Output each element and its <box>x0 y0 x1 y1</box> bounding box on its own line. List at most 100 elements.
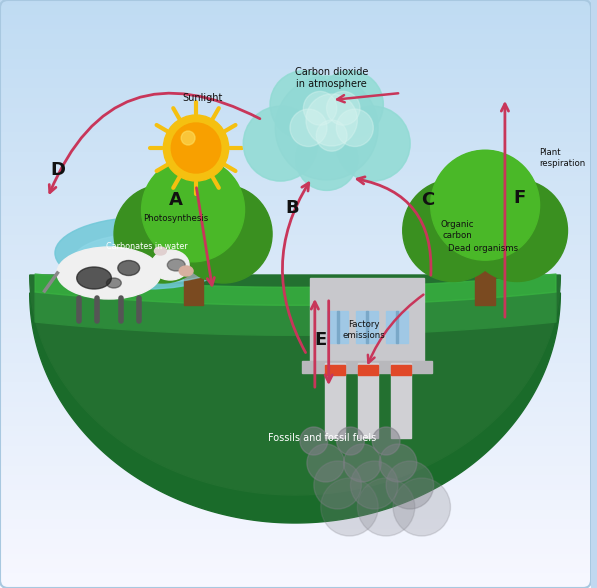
Circle shape <box>141 158 245 262</box>
Bar <box>0 152 591 157</box>
Bar <box>0 49 591 54</box>
Bar <box>0 323 591 328</box>
Bar <box>0 147 591 152</box>
Circle shape <box>358 478 415 536</box>
Bar <box>0 196 591 201</box>
Circle shape <box>175 185 272 283</box>
Text: E: E <box>315 331 327 349</box>
Bar <box>386 311 408 343</box>
Bar <box>0 176 591 181</box>
Bar <box>0 39 591 44</box>
Circle shape <box>164 115 229 181</box>
Bar <box>0 15 591 19</box>
Text: Carbonates in water: Carbonates in water <box>106 242 187 250</box>
Circle shape <box>270 71 337 138</box>
Circle shape <box>244 106 318 181</box>
Bar <box>0 201 591 206</box>
Ellipse shape <box>55 217 238 289</box>
Bar <box>0 118 591 122</box>
Bar <box>0 113 591 118</box>
Bar <box>0 554 591 559</box>
Bar <box>0 275 591 279</box>
Bar <box>0 103 591 108</box>
Bar <box>0 549 591 554</box>
Bar <box>0 54 591 59</box>
Bar <box>0 0 591 5</box>
Bar <box>0 353 591 358</box>
Bar <box>0 64 591 69</box>
Bar <box>0 485 591 490</box>
Bar <box>356 311 378 343</box>
Bar <box>327 311 349 343</box>
Circle shape <box>337 427 364 455</box>
Bar <box>0 83 591 88</box>
Text: Organic
carbon: Organic carbon <box>441 220 474 240</box>
Circle shape <box>314 461 361 509</box>
Bar <box>0 544 591 549</box>
Circle shape <box>430 150 540 260</box>
Bar <box>0 578 591 583</box>
Ellipse shape <box>167 259 185 271</box>
Bar <box>0 181 591 186</box>
Bar <box>0 142 591 147</box>
Bar <box>0 122 591 128</box>
Bar <box>0 519 591 524</box>
Bar <box>0 186 591 191</box>
Circle shape <box>307 444 344 482</box>
Bar <box>0 166 591 172</box>
Bar <box>0 328 591 333</box>
Bar <box>0 132 591 137</box>
Bar <box>0 10 591 15</box>
Bar <box>0 128 591 132</box>
Bar <box>0 343 591 348</box>
Bar <box>0 583 591 588</box>
Bar <box>0 348 591 353</box>
Bar <box>0 98 591 103</box>
Bar <box>0 299 591 304</box>
Text: Plant
respiration: Plant respiration <box>540 148 586 168</box>
Bar <box>0 402 591 407</box>
Circle shape <box>114 185 211 283</box>
Bar <box>0 466 591 470</box>
Circle shape <box>296 128 358 191</box>
Bar <box>0 480 591 485</box>
Ellipse shape <box>77 267 112 289</box>
Bar <box>337 311 338 343</box>
Bar <box>0 172 591 176</box>
Bar <box>310 278 424 363</box>
Bar <box>0 69 591 74</box>
Bar <box>0 338 591 343</box>
Bar <box>0 416 591 422</box>
Bar <box>0 319 591 323</box>
Bar <box>0 431 591 436</box>
Bar <box>0 490 591 495</box>
Bar <box>391 363 411 438</box>
Circle shape <box>316 120 347 151</box>
Bar <box>0 29 591 34</box>
Text: Sunlight: Sunlight <box>183 93 223 103</box>
Bar <box>0 363 591 368</box>
Text: Dead organisms: Dead organisms <box>448 243 518 252</box>
Bar <box>0 284 591 289</box>
Polygon shape <box>30 275 561 495</box>
Circle shape <box>303 91 337 125</box>
Bar <box>0 382 591 387</box>
Text: Carbon dioxide
in atmosphere: Carbon dioxide in atmosphere <box>295 67 368 89</box>
Bar <box>0 78 591 83</box>
Ellipse shape <box>57 247 161 299</box>
Bar <box>0 93 591 98</box>
Circle shape <box>244 106 318 181</box>
Bar <box>0 44 591 49</box>
Ellipse shape <box>479 212 534 236</box>
Bar <box>0 422 591 426</box>
Circle shape <box>171 123 221 173</box>
Bar <box>0 377 591 382</box>
Bar <box>0 255 591 260</box>
Circle shape <box>350 461 398 509</box>
Bar <box>0 289 591 294</box>
Bar <box>0 460 591 466</box>
Polygon shape <box>30 293 561 523</box>
Bar <box>0 206 591 211</box>
Circle shape <box>435 151 536 253</box>
Bar <box>0 211 591 216</box>
